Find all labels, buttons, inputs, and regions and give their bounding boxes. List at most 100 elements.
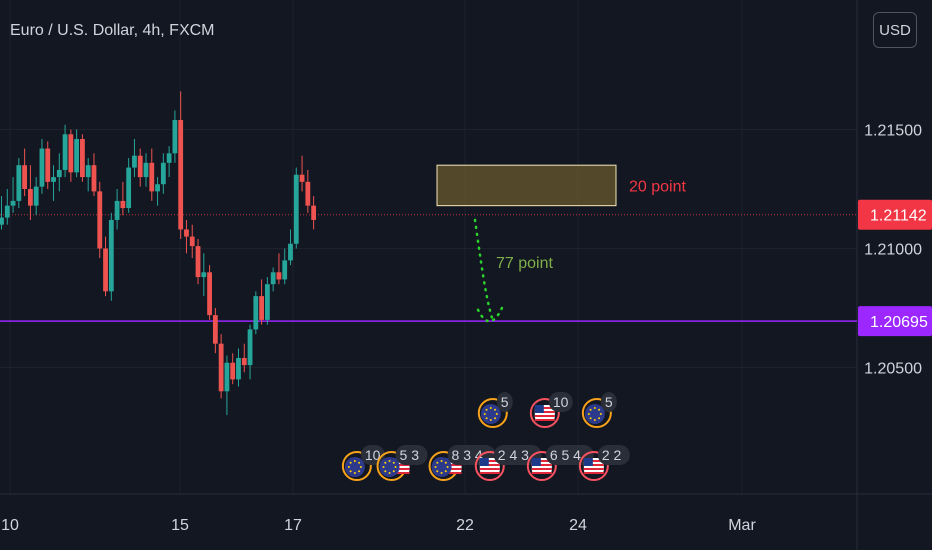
candle [311,196,317,230]
event-count-badge [496,392,513,412]
eu-flag-star [593,407,596,409]
eu-flag-star [392,461,395,464]
event-ring [474,451,505,481]
event-marker[interactable]: 10 [529,392,573,428]
eu-flag-star [444,461,447,464]
candle-body [4,205,10,218]
eu-flag-star [436,470,439,473]
currency-button[interactable]: USD [873,12,917,48]
eu-flag-star [347,466,350,468]
candle-body [68,134,74,173]
candle-body [172,119,178,154]
eu-flag-star [593,419,596,421]
candle-body [120,200,126,209]
us-flag-stripe [531,472,552,474]
event-count-label: 10 [365,447,381,463]
event-ring [581,398,612,428]
candle [195,238,201,285]
eu-flag-star [358,461,361,464]
candle [253,291,259,335]
candle [236,348,241,387]
us-flag-stripe [534,407,555,409]
event-markers: 5 10 5 10 5 3 8 3 4 2 4 3 6 5 4 2 2 [341,392,630,481]
time-tick-label: Mar [728,517,756,534]
candle-body [218,343,224,392]
eu-flag-star [349,461,352,464]
candle [0,196,4,230]
candle [305,169,311,213]
event-ring [529,398,560,428]
us-flag-stripe [534,419,555,421]
event-count-label: 6 5 4 [550,447,581,463]
candle-body [126,167,132,209]
event-marker[interactable]: 2 2 [578,445,630,481]
candle-body [33,186,39,206]
last-price-tag-bg [858,199,932,230]
candle [103,236,108,297]
event-marker[interactable]: 5 [477,392,513,428]
candle [189,224,195,259]
us-flag-stripe [441,464,462,466]
event-ring [341,451,372,481]
candle [4,189,10,225]
candle [224,355,230,416]
eu-flag-star [353,472,356,474]
eu-flag-star [495,413,498,415]
us-flag-stripe [479,468,500,470]
candle [264,277,270,325]
candle [172,110,178,163]
us-flag-stripe [583,460,604,462]
us-flag-stripe [479,472,500,474]
candle-body [282,260,288,280]
candle [56,153,62,192]
eu-flag-star [598,408,601,411]
us-flag-stripe [531,468,552,470]
candle [10,177,16,213]
candle-body [201,272,207,278]
candle-body [224,362,230,392]
us-flag-stripe [534,411,555,413]
eu-flag-star [599,413,602,415]
candle-body [0,217,4,225]
candle [91,153,97,197]
us-flag-stripe [583,464,604,466]
candle-body [293,174,299,244]
event-marker[interactable]: 5 3 [376,445,428,481]
candle-body [51,177,56,182]
candle-body [178,119,184,230]
event-count-badge [600,392,617,412]
eu-flag-icon [431,457,452,477]
candle [120,181,126,216]
candle-body [39,148,45,187]
projection-arrow [473,218,494,320]
event-count-label: 2 4 3 [498,447,529,463]
zone-box [436,164,617,207]
us-flag-canton [534,405,544,413]
candle [137,148,143,187]
event-count-label: 10 [553,394,569,410]
candle-body [166,153,172,163]
event-marker[interactable]: 10 [341,445,385,481]
eu-flag-star [494,417,497,420]
event-marker[interactable]: 5 [581,392,617,428]
eu-flag-star [440,472,443,474]
projection-label: 77 point [496,255,553,272]
us-flag-stripe [531,464,552,466]
candle [299,155,305,192]
candle [247,324,253,380]
eu-flag-star [388,460,391,462]
eu-flag-star [489,419,492,421]
candle-body [253,296,259,330]
candle [85,158,91,192]
candle-body [137,155,143,178]
candle [160,153,166,194]
eu-flag-star [353,460,356,462]
us-flag-stripe [389,464,410,466]
event-ring [578,451,609,481]
candle [270,267,276,292]
us-flag-stripe [583,468,604,470]
candle [22,148,28,197]
candle-body [16,165,22,201]
candle [33,177,39,216]
